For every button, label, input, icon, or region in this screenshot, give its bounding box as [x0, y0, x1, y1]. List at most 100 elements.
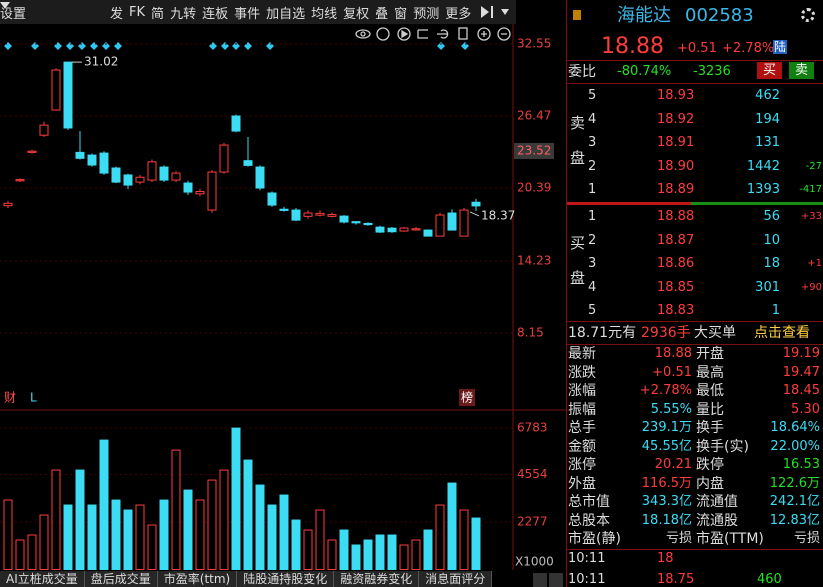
candle-body	[291, 209, 301, 221]
toolbar-item[interactable]: 均线	[311, 6, 338, 22]
candle-body	[123, 174, 133, 186]
level: 5	[588, 88, 597, 103]
volume-bar	[183, 489, 193, 570]
level: 1	[588, 209, 597, 224]
toolbar-item[interactable]: 预测	[413, 6, 440, 22]
toolbar-item[interactable]: 事件	[234, 6, 261, 22]
indicator-tab[interactable]: 消息面评分	[419, 571, 493, 587]
buy-button[interactable]: 买	[757, 62, 783, 79]
order-volume: 56	[763, 209, 780, 224]
scroll-left[interactable]	[533, 573, 547, 587]
toolbar-item[interactable]: 简	[151, 6, 165, 22]
volume-bar	[15, 539, 25, 570]
volume-bar	[207, 479, 217, 571]
scroll-right[interactable]	[549, 573, 563, 587]
volume-bar	[351, 544, 361, 571]
volume-bar	[375, 534, 385, 570]
stat-value: 亏损	[665, 531, 692, 546]
stat-label: 涨跌	[568, 364, 596, 381]
tick-cell: 460	[757, 572, 782, 587]
sell-side-label: 卖盘	[568, 115, 586, 185]
indicator-tab[interactable]: AI立桩成交量	[0, 571, 85, 587]
level: 5	[588, 303, 597, 318]
candle-body	[339, 215, 349, 223]
volume-bar	[255, 484, 265, 571]
stat-value: 22.00%	[770, 438, 820, 454]
indicator-tab[interactable]: 市盈率(ttm)	[157, 571, 238, 587]
order-delta: -27	[805, 160, 822, 172]
quote-panel: 海能达 002583 18.88 +0.51 +2.78% 陆委比 -80.74% -3236…	[566, 0, 823, 587]
order-volume: 301	[755, 279, 780, 295]
flag: L	[30, 391, 37, 405]
toolbar-item[interactable]: 复权	[343, 6, 370, 22]
toolbar-item[interactable]: 连板	[202, 6, 229, 22]
book-divider-red	[567, 202, 691, 205]
candle-body	[15, 179, 25, 182]
candle-body	[135, 176, 145, 183]
settings-button[interactable]: 设置	[0, 6, 27, 22]
order-price: 18.88	[657, 209, 695, 224]
chart-bg	[0, 0, 566, 587]
divider	[567, 321, 823, 322]
toolbar-item[interactable]: 叠	[375, 6, 389, 22]
order-price: 18.92	[657, 111, 695, 127]
volume-bar	[147, 524, 157, 571]
volume-bar	[327, 539, 337, 570]
volume-bar	[39, 514, 49, 570]
big-order-link[interactable]: 点击查看	[754, 325, 810, 341]
sell-button[interactable]: 卖	[789, 62, 815, 79]
stat-label: 跌停	[696, 457, 724, 473]
indicator-tab[interactable]: 陆股通持股变化	[237, 571, 335, 587]
order-volume: 131	[755, 135, 780, 150]
volume-bar	[159, 499, 169, 570]
book-divider-green	[691, 202, 823, 205]
stat-label: 内盘	[696, 475, 724, 492]
volume-unit: X1000	[515, 555, 554, 569]
volume-bar	[111, 499, 121, 570]
toolbar-item[interactable]: 发	[110, 6, 124, 22]
volume-bar	[219, 469, 229, 571]
stat-label: 量比	[696, 401, 724, 418]
toolbar-item[interactable]: 加自选	[266, 6, 306, 22]
toolbar-item[interactable]: 窗	[394, 6, 408, 22]
stat-value: +2.78%	[639, 383, 692, 398]
level: 3	[588, 256, 597, 271]
candle-body	[171, 172, 181, 181]
indicator-tab[interactable]: 融资融券变化	[334, 571, 420, 587]
toolbar: 设置 发 FK 简九转 连板 事件 加自选 均线 复权叠窗预测 更多	[0, 0, 516, 24]
stat-value: 45.55亿	[641, 438, 692, 454]
stat-value: 122.6万	[769, 475, 820, 491]
candle-body	[195, 190, 205, 195]
order-delta: +33	[800, 211, 822, 222]
buy-side-label: 买盘	[568, 235, 586, 305]
toolbar-arrows	[481, 6, 510, 18]
candle-body	[243, 160, 253, 166]
stat-value: 19.47	[782, 364, 820, 380]
toolbar-item[interactable]: 更多	[445, 6, 472, 22]
toolbar-item[interactable]: 九转	[170, 6, 197, 22]
volume-bar	[171, 449, 181, 570]
candle-body	[39, 124, 49, 136]
volume-bar	[423, 529, 433, 570]
volume-bar	[51, 469, 61, 571]
settings-gear[interactable]	[801, 8, 815, 22]
candle-body	[183, 182, 193, 193]
candle-body	[75, 151, 85, 159]
chart-icons	[355, 27, 511, 41]
stat-value: 18.45	[782, 383, 820, 398]
dropdown-arrow[interactable]	[0, 0, 10, 10]
indicator-tab[interactable]: 盘后成交量	[84, 571, 158, 587]
level: 4	[588, 111, 597, 127]
stat-value: 亏损	[793, 531, 820, 546]
candle-body	[303, 212, 313, 217]
volume-bar	[471, 517, 481, 570]
tick-cell: 10:11	[568, 572, 606, 587]
candle-body	[267, 192, 277, 206]
high-label: 31.02	[84, 55, 118, 69]
candle-body	[327, 214, 337, 217]
toolbar-item[interactable]: FK	[129, 4, 146, 20]
candle-body	[219, 144, 229, 173]
stat-label: 市盈(静)	[568, 531, 621, 547]
stat-label: 总市值	[568, 494, 610, 510]
order-price: 18.93	[657, 88, 695, 103]
